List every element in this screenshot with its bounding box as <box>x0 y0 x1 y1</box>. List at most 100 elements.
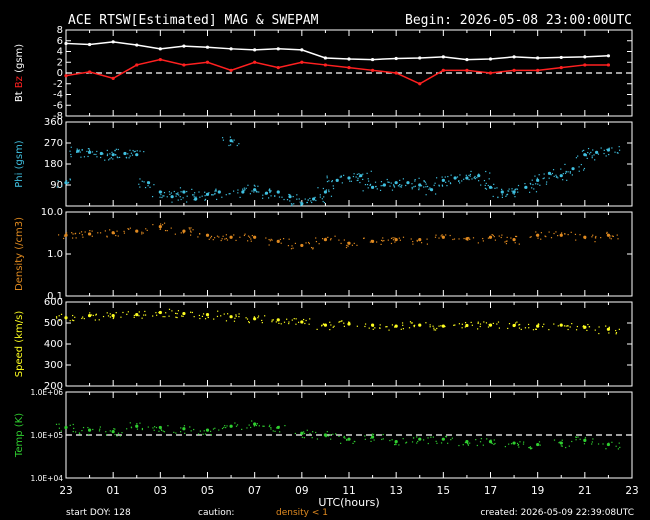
data-speck-phi <box>182 197 184 199</box>
data-speck-density <box>606 231 608 233</box>
data-speck-temp <box>303 437 305 439</box>
data-speck-speed <box>347 321 350 323</box>
data-speck-density <box>321 238 324 240</box>
data-speck-density <box>419 238 421 240</box>
data-speck-phi <box>411 183 413 185</box>
data-speck-speed <box>433 329 435 331</box>
data-speck-density <box>222 235 224 237</box>
data-speck-density <box>270 238 272 240</box>
data-speck-phi <box>341 182 343 184</box>
data-speck-density <box>510 237 512 239</box>
data-speck-density <box>492 234 494 237</box>
data-speck-density <box>80 231 83 233</box>
data-speck-phi <box>529 182 531 185</box>
data-speck-speed <box>425 322 427 324</box>
data-speck-temp <box>565 446 567 449</box>
data-point-speed <box>441 324 445 328</box>
data-speck-phi <box>215 189 217 191</box>
data-speck-phi <box>539 184 541 186</box>
data-speck-temp <box>440 442 443 444</box>
data-speck-density <box>353 242 355 244</box>
data-speck-density <box>472 237 475 239</box>
data-point-bz <box>394 71 398 75</box>
data-speck-phi <box>198 191 200 193</box>
data-speck-temp <box>253 425 256 427</box>
data-speck-phi <box>359 181 361 184</box>
data-speck-speed <box>615 329 617 332</box>
data-speck-density <box>477 242 479 244</box>
data-speck-phi <box>322 187 324 190</box>
data-point-speed <box>158 310 162 315</box>
data-speck-phi <box>244 189 246 191</box>
data-speck-temp <box>561 439 563 441</box>
data-speck-temp <box>611 441 613 443</box>
data-speck-density <box>268 238 270 241</box>
data-speck-temp <box>402 438 404 440</box>
data-speck-speed <box>261 319 263 322</box>
data-speck-phi <box>505 195 507 197</box>
data-speck-density <box>540 232 542 234</box>
data-speck-speed <box>176 313 178 315</box>
y-tick-label: -4 <box>53 90 63 101</box>
data-speck-temp <box>558 442 560 444</box>
data-speck-temp <box>203 430 205 432</box>
data-speck-phi <box>173 190 175 193</box>
data-speck-temp <box>482 444 484 446</box>
data-point-temp <box>536 442 540 447</box>
data-speck-density <box>109 229 111 231</box>
data-speck-phi <box>552 169 555 171</box>
data-speck-speed <box>567 325 569 327</box>
data-speck-phi <box>564 163 566 166</box>
data-speck-phi <box>332 187 335 190</box>
data-speck-temp <box>202 433 204 435</box>
y-tick-label: 1.0E+04 <box>31 474 64 483</box>
data-speck-temp <box>119 435 122 437</box>
data-speck-phi <box>289 194 291 196</box>
data-speck-phi <box>393 185 395 187</box>
data-speck-speed <box>339 320 341 323</box>
data-speck-phi <box>468 174 470 177</box>
data-speck-temp <box>60 430 62 432</box>
data-speck-speed <box>202 313 205 315</box>
data-speck-phi <box>413 186 415 188</box>
data-speck-temp <box>325 436 327 438</box>
x-tick-label: 17 <box>484 485 497 497</box>
data-speck-phi <box>268 197 270 199</box>
data-speck-phi <box>389 185 391 187</box>
data-point-temp <box>87 428 92 432</box>
data-speck-density <box>550 237 553 239</box>
data-speck-speed <box>122 311 124 314</box>
data-speck-density <box>75 237 77 239</box>
data-speck-phi <box>401 184 403 186</box>
data-point-phi <box>170 195 174 199</box>
data-speck-phi <box>367 187 369 189</box>
data-speck-temp <box>346 438 348 441</box>
data-speck-density <box>99 232 102 234</box>
data-speck-phi <box>380 181 383 183</box>
data-speck-density <box>141 233 143 235</box>
data-speck-density <box>438 237 440 239</box>
data-speck-speed <box>56 317 58 319</box>
data-speck-speed <box>138 311 140 313</box>
data-speck-phi <box>128 157 130 159</box>
data-speck-temp <box>116 435 118 437</box>
data-speck-temp <box>427 442 429 445</box>
data-speck-density <box>162 224 164 226</box>
data-speck-speed <box>374 327 376 329</box>
data-speck-density <box>390 242 393 245</box>
data-speck-density <box>97 232 99 234</box>
data-speck-speed <box>120 316 122 318</box>
data-speck-density <box>594 241 596 243</box>
data-speck-temp <box>561 442 563 444</box>
data-point-phi <box>465 176 469 180</box>
data-speck-density <box>540 238 542 240</box>
data-speck-density <box>402 236 405 238</box>
data-speck-temp <box>69 424 71 426</box>
data-speck-temp <box>504 445 506 448</box>
data-speck-phi <box>115 148 117 150</box>
data-speck-temp <box>113 428 115 430</box>
data-speck-temp <box>226 425 228 427</box>
data-speck-phi <box>578 166 580 168</box>
data-speck-temp <box>312 431 314 433</box>
